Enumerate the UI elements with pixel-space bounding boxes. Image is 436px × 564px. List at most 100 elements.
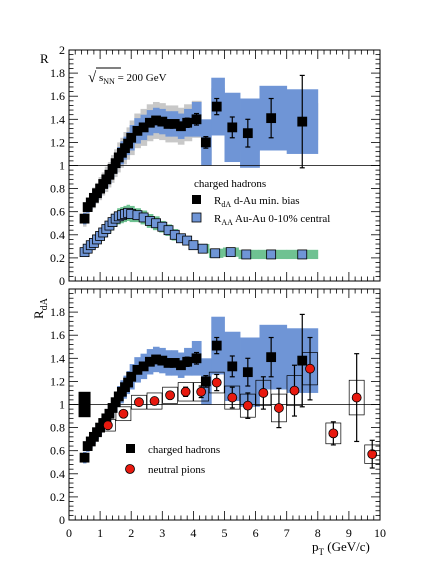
y-tick-label: 2 xyxy=(59,43,65,57)
y-tick-label: 0 xyxy=(59,513,65,527)
bottom-y-axis-label: RdA xyxy=(31,297,50,319)
charged-marker xyxy=(242,367,253,378)
charged-marker xyxy=(211,340,222,351)
x-tick-label: 1 xyxy=(97,526,103,540)
pion-syst-box xyxy=(131,394,147,410)
pion-marker xyxy=(227,392,238,403)
x-tick-label: 8 xyxy=(315,526,321,540)
pion-marker xyxy=(289,385,300,396)
charged-marker xyxy=(266,352,277,363)
pion-marker xyxy=(242,400,253,411)
y-tick-label: 0.8 xyxy=(50,421,65,435)
pion-marker xyxy=(328,428,339,439)
pion-syst-box xyxy=(146,392,163,410)
legend-marker-raa xyxy=(191,212,202,223)
legend-marker-charged xyxy=(126,444,135,453)
raa-marker xyxy=(225,247,236,258)
bottom-points xyxy=(79,313,378,469)
x-tick-label: 2 xyxy=(128,526,134,540)
y-tick-label: 1.4 xyxy=(50,351,65,365)
legend-label-charged: charged hadrons xyxy=(148,444,220,456)
pion-marker xyxy=(134,397,144,408)
bottom-legend: charged hadrons neutral pions xyxy=(125,444,220,476)
x-tick-label: 9 xyxy=(346,526,352,540)
pion-marker xyxy=(305,363,315,374)
rda-marker xyxy=(211,101,222,112)
pion-marker xyxy=(211,377,222,388)
y-tick-label: 0.4 xyxy=(50,467,65,481)
charged-marker xyxy=(182,356,193,367)
x-tick-label: 10 xyxy=(374,526,386,540)
y-tick-label: 1.6 xyxy=(50,89,65,103)
pion-marker xyxy=(102,420,113,431)
bottom-ticks: 0 0.2 0.4 0.6 0.8 1 1.2 1.4 1.6 1.8 0 1 2 3 4 5 6 7 8 9 10 xyxy=(50,288,386,540)
y-tick-label: 1 xyxy=(59,398,65,412)
x-tick-label: 4 xyxy=(190,526,196,540)
top-panel: 0 0.2 0.4 0.6 0.8 1 1.2 1.4 1.6 1.8 2 R √ sNN = 20… xyxy=(40,43,381,288)
rda-marker xyxy=(79,213,90,224)
charged-marker xyxy=(200,376,211,387)
pion-syst-box xyxy=(162,386,178,404)
rda-marker xyxy=(126,132,137,143)
raa-marker xyxy=(297,249,308,260)
x-tick-label: 7 xyxy=(284,526,290,540)
pion-marker xyxy=(196,386,207,397)
pion-marker xyxy=(180,386,191,397)
y-tick-label: 1 xyxy=(59,159,65,173)
raa-marker xyxy=(210,248,221,259)
y-tick-label: 0.8 xyxy=(50,182,65,196)
pion-marker xyxy=(118,408,129,419)
y-tick-label: 1.2 xyxy=(50,374,65,388)
pion-marker xyxy=(351,392,362,403)
y-tick-label: 1.8 xyxy=(50,305,65,319)
top-points xyxy=(79,74,308,260)
rda-marker xyxy=(227,122,238,133)
y-tick-label: 1.2 xyxy=(50,135,65,149)
pion-syst-box xyxy=(177,382,194,402)
y-tick-label: 0 xyxy=(59,274,65,288)
y-tick-label: 0.4 xyxy=(50,228,65,242)
legend-label-pions: neutral pions xyxy=(148,464,205,476)
rda-marker xyxy=(266,113,277,124)
charged-marker xyxy=(227,361,238,372)
legend-label-rda: RdA d-Au min. bias xyxy=(214,195,300,209)
pion-syst-box xyxy=(115,406,132,422)
rda-marker xyxy=(200,137,211,148)
pion-marker xyxy=(274,403,284,413)
raa-marker xyxy=(197,243,208,254)
x-tick-label: 5 xyxy=(222,526,228,540)
rda-marker xyxy=(242,128,253,139)
y-tick-label: 1.6 xyxy=(50,328,65,342)
pion-marker xyxy=(258,388,269,398)
raa-marker xyxy=(266,249,277,260)
charged-marker xyxy=(297,355,308,366)
top-y-axis-label: R xyxy=(40,51,49,66)
legend-label-raa: RAA Au-Au 0-10% central xyxy=(214,213,330,227)
y-tick-label: 0.6 xyxy=(50,205,65,219)
legend-title: charged hadrons xyxy=(194,178,266,190)
legend-marker-rda xyxy=(192,195,201,204)
y-tick-label: 0.6 xyxy=(50,444,65,458)
top-legend: charged hadrons RdA d-Au min. bias RAA A… xyxy=(191,178,330,227)
pion-marker xyxy=(165,390,175,401)
rda-marker xyxy=(182,117,193,128)
y-tick-label: 1.4 xyxy=(50,112,65,126)
y-tick-label: 0.2 xyxy=(50,490,65,504)
pion-marker xyxy=(367,449,378,460)
charged-marker xyxy=(191,353,202,364)
y-tick-label: 0.2 xyxy=(50,251,65,265)
raa-marker xyxy=(241,249,252,260)
x-tick-label: 0 xyxy=(66,526,72,540)
raa-marker xyxy=(188,240,199,251)
pion-marker xyxy=(149,396,160,406)
charged-marker xyxy=(126,371,137,382)
pion-syst-box xyxy=(224,385,241,410)
energy-annotation: √ sNN = 200 GeV xyxy=(88,67,167,86)
x-tick-label: 6 xyxy=(253,526,259,540)
charged-marker xyxy=(79,452,90,463)
rda-marker xyxy=(191,114,202,125)
x-tick-label: 3 xyxy=(159,526,165,540)
y-tick-label: 1.8 xyxy=(50,66,65,80)
rda-marker xyxy=(297,116,308,127)
